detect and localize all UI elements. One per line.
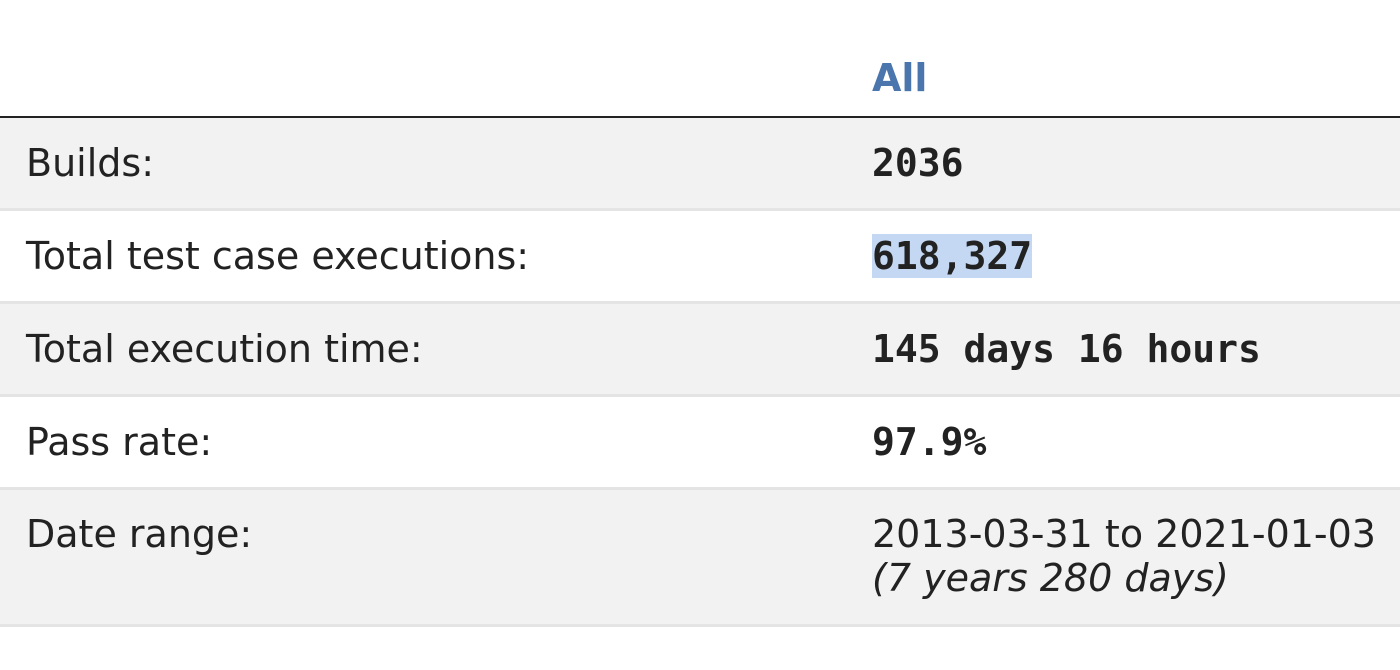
value-text: 145 days 16 hours — [872, 327, 1261, 371]
row-value: 97.9% — [872, 395, 1400, 490]
stats-table: All Builds: 2036 Total test case executi… — [0, 40, 1400, 627]
row-value: 145 days 16 hours — [872, 302, 1400, 397]
row-label: Total execution time: — [0, 302, 872, 397]
column-header[interactable]: All — [872, 40, 1400, 118]
row-value: 618,327 — [872, 209, 1400, 304]
row: Date range: 2013-03-31 to 2021-01-03 (7 … — [0, 488, 1400, 627]
row-label: Builds: — [0, 117, 872, 211]
header-empty — [0, 40, 872, 118]
value-text: 97.9% — [872, 420, 987, 464]
row-label: Pass rate: — [0, 395, 872, 490]
row-label: Total test case executions: — [0, 209, 872, 304]
row-value: 2036 — [872, 117, 1400, 211]
row: Builds: 2036 — [0, 117, 1400, 211]
value-text: 2013-03-31 to 2021-01-03 — [872, 512, 1376, 556]
row: Total test case executions: 618,327 — [0, 209, 1400, 304]
page: All Builds: 2036 Total test case executi… — [0, 40, 1400, 670]
row-label: Date range: — [0, 488, 872, 627]
value-note: (7 years 280 days) — [872, 556, 1229, 600]
row: Total execution time: 145 days 16 hours — [0, 302, 1400, 397]
value-text: 618,327 — [872, 234, 1033, 278]
row: Pass rate: 97.9% — [0, 395, 1400, 490]
value-text: 2036 — [872, 141, 964, 185]
row-value: 2013-03-31 to 2021-01-03 (7 years 280 da… — [872, 488, 1400, 627]
